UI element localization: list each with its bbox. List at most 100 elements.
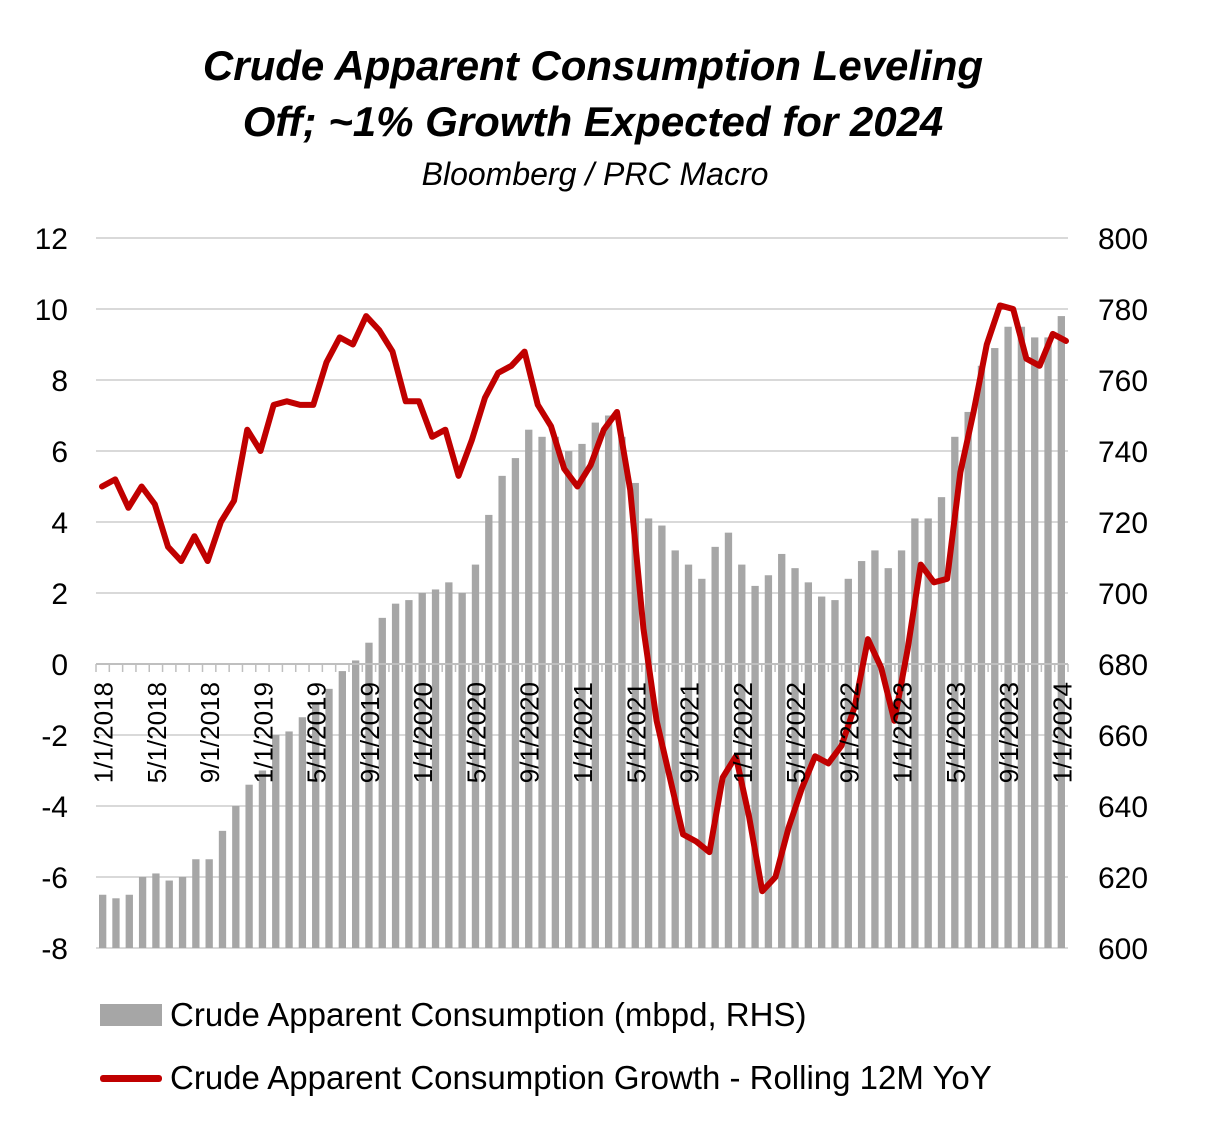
- bar: [565, 451, 573, 948]
- bar: [285, 731, 293, 948]
- left-y-tick-label: -4: [41, 791, 68, 824]
- bar: [591, 422, 599, 949]
- bar: [698, 578, 706, 948]
- bar: [724, 532, 733, 948]
- x-tick-label: 1/1/2018: [89, 682, 119, 783]
- left-y-tick-label: 0: [51, 649, 68, 682]
- bar: [738, 564, 746, 948]
- bar: [138, 877, 147, 948]
- bar: [791, 568, 799, 948]
- bar: [631, 482, 639, 948]
- legend-label-growth: Crude Apparent Consumption Growth - Roll…: [170, 1059, 992, 1096]
- chart-title-line-1: Crude Apparent Consumption Leveling: [202, 42, 984, 89]
- bar: [471, 564, 480, 948]
- bar: [751, 585, 759, 948]
- bar: [831, 600, 839, 948]
- bar: [684, 564, 693, 948]
- left-y-tick-label: 4: [51, 507, 68, 540]
- bar: [818, 596, 826, 948]
- bar: [511, 458, 520, 948]
- bar: [578, 443, 586, 948]
- bar: [964, 411, 972, 948]
- bar: [485, 514, 493, 948]
- growth-line-group: [99, 302, 1069, 895]
- legend-swatch-line: [100, 1074, 162, 1082]
- legend-item-consumption: Crude Apparent Consumption (mbpd, RHS): [100, 993, 806, 1037]
- chart-title: Crude Apparent Consumption Leveling Off;…: [0, 38, 1186, 150]
- bar: [871, 550, 879, 948]
- x-tick-label: 9/1/2023: [994, 682, 1024, 783]
- x-tick-label: 5/1/2022: [781, 682, 811, 783]
- right-y-tick-label: 680: [1098, 649, 1148, 682]
- bar: [165, 880, 173, 948]
- left-y-tick-label: 8: [51, 365, 68, 398]
- bar: [498, 475, 506, 948]
- bar: [365, 642, 373, 948]
- bar: [205, 859, 213, 948]
- right-y-tick-label: 600: [1098, 933, 1148, 966]
- right-y-axis: 800 780 760 740 720 700 680 660 640 620 600: [1098, 223, 1148, 966]
- bar: [977, 365, 986, 948]
- left-y-tick-label: 6: [51, 436, 68, 469]
- bar: [857, 561, 866, 948]
- x-tick-label: 1/1/2019: [248, 682, 278, 783]
- left-y-tick-label: -8: [41, 933, 68, 966]
- x-tick-label: 5/1/2021: [621, 682, 651, 783]
- bar: [911, 518, 919, 948]
- x-tick-labels: 1/1/2018 5/1/2018 9/1/2018 1/1/2019 5/1/2019…: [89, 682, 1078, 783]
- bar: [99, 894, 107, 948]
- bar: [1044, 337, 1052, 948]
- bar: [405, 600, 413, 948]
- right-y-tick-label: 780: [1098, 294, 1148, 327]
- right-y-tick-label: 640: [1098, 791, 1148, 824]
- x-tick-label: 9/1/2019: [355, 682, 385, 783]
- x-tick-label: 1/1/2023: [888, 682, 918, 783]
- x-tick-label: 1/1/2022: [728, 682, 758, 783]
- left-y-tick-label: -2: [41, 720, 68, 753]
- x-tick-label: 5/1/2023: [941, 682, 971, 783]
- bar: [312, 703, 320, 948]
- bar: [391, 603, 400, 948]
- chart-subtitle: Bloomberg / PRC Macro: [421, 156, 769, 192]
- bar: [431, 589, 440, 948]
- bar: [1004, 326, 1012, 948]
- bar: [525, 429, 533, 948]
- growth-line: [99, 302, 1069, 895]
- right-y-tick-label: 700: [1098, 578, 1148, 611]
- left-y-tick-label: 12: [35, 223, 68, 256]
- bar: [338, 671, 346, 948]
- x-tick-label: 1/1/2020: [408, 682, 438, 783]
- left-y-tick-label: -6: [41, 862, 68, 895]
- legend-label-consumption: Crude Apparent Consumption (mbpd, RHS): [170, 996, 807, 1033]
- right-y-tick-label: 660: [1098, 720, 1148, 753]
- x-tick-label: 9/1/2020: [515, 682, 545, 783]
- x-tick-label: 9/1/2021: [675, 682, 705, 783]
- x-tick-label: 5/1/2019: [302, 682, 332, 783]
- bar: [1057, 316, 1065, 949]
- x-tick-label: 9/1/2022: [834, 682, 864, 783]
- bar: [325, 688, 333, 948]
- bar: [604, 415, 613, 948]
- bar: [125, 894, 133, 948]
- bar: [884, 568, 892, 948]
- bar: [192, 859, 200, 948]
- bar: [951, 436, 959, 948]
- bar: [924, 518, 932, 948]
- bar: [258, 770, 267, 948]
- bar: [351, 660, 360, 948]
- x-tick-label: 5/1/2018: [142, 682, 172, 783]
- bar: [218, 830, 227, 948]
- bar: [671, 550, 679, 948]
- right-y-tick-label: 740: [1098, 436, 1148, 469]
- bar: [112, 898, 120, 948]
- bar: [991, 348, 999, 948]
- x-tick-label: 9/1/2018: [195, 682, 225, 783]
- bar: [232, 806, 240, 948]
- bar: [378, 617, 386, 948]
- x-tick-label: 1/1/2024: [1047, 682, 1077, 783]
- bar: [764, 575, 773, 948]
- legend-item-growth: Crude Apparent Consumption Growth - Roll…: [100, 1056, 992, 1100]
- bar: [1031, 337, 1039, 948]
- right-y-tick-label: 800: [1098, 223, 1148, 256]
- x-tick-label: 5/1/2020: [461, 682, 491, 783]
